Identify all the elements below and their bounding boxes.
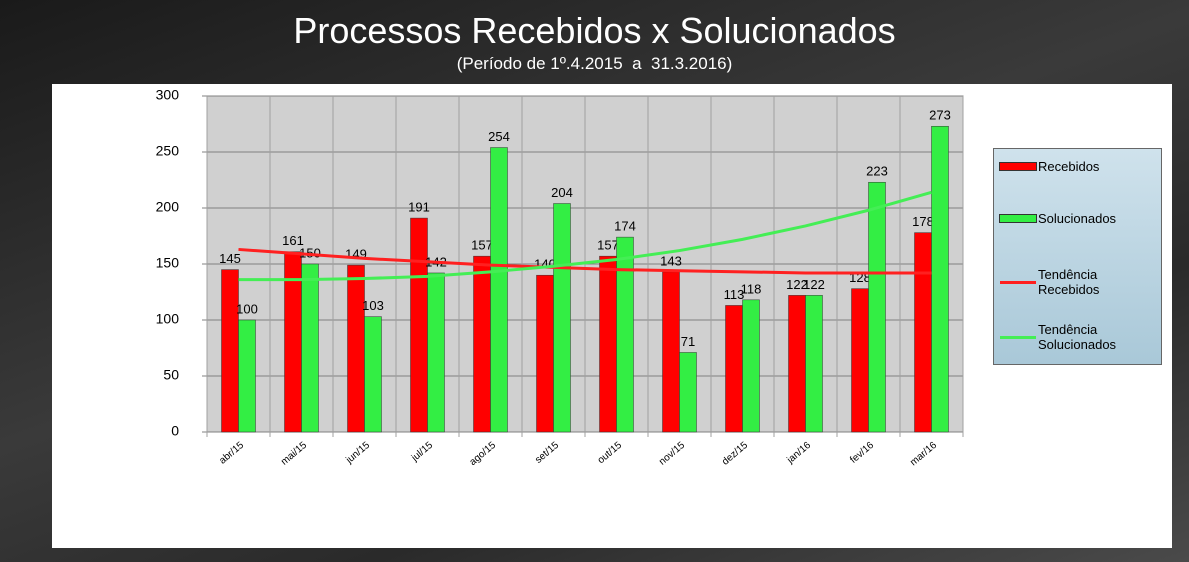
data-label: 204 [551,185,573,200]
data-label: 140 [534,257,556,272]
legend-label: Solucionados [1038,211,1117,226]
legend-item: Recebidos [999,159,1158,174]
bar [851,288,869,433]
bar [301,263,319,433]
data-label: 191 [408,200,430,215]
y-tick-label: 250 [156,143,180,159]
bar [238,319,256,433]
legend-key [999,214,1037,223]
legend-key [999,162,1037,171]
legend: Recebidos Solucionados Tendência Recebidos… [993,148,1162,365]
bar [490,147,508,433]
legend-item: Tendência Recebidos [1000,267,1158,297]
data-label: 113 [724,287,745,302]
data-label: 157 [471,238,493,253]
data-label: 122 [786,277,808,292]
bar [364,316,382,433]
bar [805,295,823,433]
bar [616,236,634,433]
chart-title: Processos Recebidos x Solucionados [293,10,896,51]
bar [662,271,680,433]
x-tick-label: jan/16 [784,440,813,467]
data-label: 71 [681,334,695,349]
data-label: 161 [282,233,304,248]
legend-item: Solucionados [999,211,1158,226]
y-tick-label: 100 [156,311,180,327]
data-label: 145 [219,251,241,266]
x-tick-label: set/15 [533,440,561,466]
x-tick-label: out/15 [596,440,625,467]
x-tick-label: nov/15 [657,440,687,468]
legend-key [1000,280,1036,284]
bar [427,272,445,433]
data-label: 254 [488,129,510,144]
x-tick-label: fev/16 [848,440,876,466]
bar [788,295,806,433]
trend-line [238,247,932,275]
x-tick-label: jun/15 [343,440,372,467]
x-tick-label: ago/15 [468,440,499,468]
legend-label: Recebidos [1038,159,1100,174]
bar [931,125,949,433]
bar [553,203,571,433]
bar [221,269,239,433]
bar [536,274,554,433]
legend-key [1000,335,1036,339]
x-tick-label: mai/15 [279,440,309,468]
data-label: 143 [660,253,682,268]
chart-subtitle: (Período de 1º.4.2015 a 31.3.2016) [456,54,733,73]
bar [410,217,428,433]
bar [473,255,491,433]
bar [742,299,760,433]
legend-label: Tendência Solucionados [1038,322,1117,352]
legend-item: Tendência Solucionados [1000,322,1158,352]
bar [599,255,617,433]
data-label: 100 [236,301,258,316]
bar [914,232,932,433]
y-tick-label: 300 [156,87,180,103]
bar [679,352,697,433]
data-label: 150 [299,245,321,260]
data-label: 178 [912,214,934,229]
y-tick-label: 0 [171,423,179,439]
data-label: 118 [741,281,762,296]
data-label: 273 [929,108,951,123]
bar [868,181,886,433]
data-label: 122 [803,277,825,292]
x-tick-label: abr/15 [217,440,246,467]
bar [725,305,743,433]
data-label: 174 [614,219,636,234]
data-label: 223 [866,164,888,179]
data-label: 157 [597,238,619,253]
x-tick-label: jul/15 [409,440,435,465]
y-tick-label: 200 [156,199,180,215]
bar [347,264,365,433]
x-tick-label: mar/16 [908,440,939,469]
y-tick-label: 150 [156,255,180,271]
y-tick-label: 50 [163,367,179,383]
legend-label: Tendência Recebidos [1038,267,1100,297]
x-tick-label: dez/15 [720,440,750,468]
trend-line [238,190,932,282]
data-label: 103 [362,298,384,313]
